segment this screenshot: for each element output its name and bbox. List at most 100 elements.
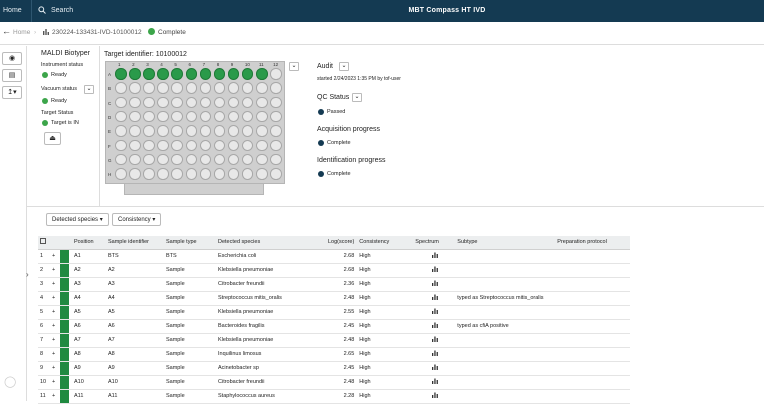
plate-well-F4[interactable] <box>157 139 169 151</box>
table-row[interactable]: 9 + A9 A9 Sample Acinetobacter sp 2.45 High <box>38 361 630 376</box>
target-dropdown[interactable]: ⌄ <box>289 62 299 71</box>
detected-species-filter[interactable]: Detected species ▾ <box>46 213 109 226</box>
plate-well-B6[interactable] <box>185 82 197 94</box>
spectrum-icon[interactable] <box>413 319 456 334</box>
plate-well-A6[interactable] <box>185 68 197 80</box>
plate-well-D12[interactable] <box>270 110 282 123</box>
plate-well-D7[interactable] <box>199 110 212 123</box>
plate-well-B3[interactable] <box>143 82 155 94</box>
row-expand-icon[interactable]: + <box>50 361 60 376</box>
plate-well-D6[interactable] <box>185 110 197 123</box>
plate-well-B11[interactable] <box>256 82 268 94</box>
plate-well-B12[interactable] <box>270 82 282 94</box>
consistency-filter[interactable]: Consistency ▾ <box>112 213 162 226</box>
row-expand-icon[interactable]: + <box>50 249 60 264</box>
plate-well-H10[interactable] <box>241 168 254 180</box>
expand-chevron-icon[interactable]: › <box>26 270 29 279</box>
plate-well-H6[interactable] <box>185 168 197 180</box>
plate-well-F7[interactable] <box>199 139 212 151</box>
plate-well-B10[interactable] <box>241 82 254 94</box>
plate-well-B9[interactable] <box>227 82 240 94</box>
plate-well-E9[interactable] <box>227 125 240 137</box>
plate-well-H2[interactable] <box>129 168 141 180</box>
plate-well-C2[interactable] <box>129 96 141 109</box>
plate-well-C1[interactable] <box>115 96 127 109</box>
plate-well-A12[interactable] <box>270 68 282 80</box>
plate-well-H1[interactable] <box>115 168 127 180</box>
plate-well-D8[interactable] <box>213 110 226 123</box>
plate-well-D3[interactable] <box>143 110 155 123</box>
plate-well-A5[interactable] <box>171 68 183 80</box>
plate-well-C10[interactable] <box>241 96 254 109</box>
plate-well-F6[interactable] <box>185 139 197 151</box>
table-row[interactable]: 7 + A7 A7 Sample Klebsiella pneumoniae 2.48 Hig… <box>38 333 630 348</box>
plate-well-E4[interactable] <box>157 125 169 137</box>
spectrum-icon[interactable] <box>413 249 456 264</box>
plate-well-C7[interactable] <box>199 96 212 109</box>
plate-well-C9[interactable] <box>227 96 240 109</box>
plate-well-E7[interactable] <box>199 125 212 137</box>
plate-well-A11[interactable] <box>256 68 268 80</box>
plate-well-G5[interactable] <box>171 153 183 166</box>
breadcrumb-home[interactable]: Home <box>13 29 31 36</box>
preparation-protocol-header[interactable]: Preparation protocol <box>555 236 630 250</box>
plate-well-F1[interactable] <box>115 139 127 151</box>
plate-well-C3[interactable] <box>143 96 155 109</box>
plate-well-F2[interactable] <box>129 139 141 151</box>
table-row[interactable]: 8 + A8 A8 Sample Inquilinus limosus 2.65 High <box>38 347 630 362</box>
row-expand-icon[interactable]: + <box>50 319 60 334</box>
plate-well-D11[interactable] <box>256 110 268 123</box>
vacuum-dropdown[interactable]: ⌄ <box>84 85 94 94</box>
row-expand-icon[interactable]: + <box>50 347 60 362</box>
spectrum-icon[interactable] <box>413 361 456 376</box>
plate-well-H5[interactable] <box>171 168 183 180</box>
plate-well-D4[interactable] <box>157 110 169 123</box>
spectrum-icon[interactable] <box>413 291 456 306</box>
spectrum-icon[interactable] <box>413 263 456 278</box>
plate-well-B5[interactable] <box>171 82 183 94</box>
subtype-header[interactable]: Subtype <box>455 236 556 250</box>
table-row[interactable]: 3 + A3 A3 Sample Citrobacter freundii 2.36 High <box>38 277 630 292</box>
position-header[interactable]: Position <box>72 236 106 250</box>
plate-well-A2[interactable] <box>129 68 141 80</box>
spectrum-icon[interactable] <box>413 305 456 320</box>
plate-well-F10[interactable] <box>241 139 254 151</box>
plate-well-E2[interactable] <box>129 125 141 137</box>
row-expand-icon[interactable]: + <box>50 375 60 390</box>
plate-well-G7[interactable] <box>199 153 212 166</box>
plate-well-F8[interactable] <box>213 139 226 151</box>
log-score-header[interactable]: Log(score) <box>326 236 358 250</box>
plate-well-H11[interactable] <box>256 168 268 180</box>
sample-identifier-header[interactable]: Sample identifier <box>106 236 164 250</box>
table-row[interactable]: 1 + A1 BTS BTS Escherichia coli 2.68 High <box>38 249 630 264</box>
spectrum-icon[interactable] <box>413 277 456 292</box>
row-expand-icon[interactable]: + <box>50 291 60 306</box>
plate-well-C8[interactable] <box>213 96 226 109</box>
row-expand-icon[interactable]: + <box>50 277 60 292</box>
export-button[interactable]: ↥▾ <box>2 86 22 99</box>
plate-well-C6[interactable] <box>185 96 197 109</box>
plate-well-G11[interactable] <box>256 153 268 166</box>
table-row[interactable]: 6 + A6 A6 Sample Bacteroides fragilis 2.45 High… <box>38 319 630 334</box>
plate-well-B1[interactable] <box>115 82 127 94</box>
plate-well-C4[interactable] <box>157 96 169 109</box>
plate-well-G8[interactable] <box>213 153 226 166</box>
plate-well-E3[interactable] <box>143 125 155 137</box>
select-all-checkbox[interactable] <box>40 238 46 245</box>
row-expand-icon[interactable]: + <box>50 333 60 348</box>
document-button[interactable]: ▤ <box>2 69 22 82</box>
table-row[interactable]: 5 + A5 A5 Sample Klebsiella pneumoniae 2.55 Hig… <box>38 305 630 320</box>
spectrum-icon[interactable] <box>413 347 456 362</box>
audit-dropdown[interactable]: ⌄ <box>339 62 349 71</box>
plate-well-H9[interactable] <box>227 168 240 180</box>
table-row[interactable]: 2 + A2 A2 Sample Klebsiella pneumoniae 2.68 Hig… <box>38 263 630 278</box>
spectrum-header[interactable]: Spectrum <box>413 236 456 250</box>
plate-well-B2[interactable] <box>129 82 141 94</box>
row-expand-icon[interactable]: + <box>50 305 60 320</box>
back-arrow-icon[interactable]: ← <box>2 26 11 36</box>
plate-well-D9[interactable] <box>227 110 240 123</box>
plate-well-B7[interactable] <box>199 82 212 94</box>
plate-well-A1[interactable] <box>115 68 127 80</box>
plate-well-E6[interactable] <box>185 125 197 137</box>
detected-species-header[interactable]: Detected species <box>216 236 326 250</box>
